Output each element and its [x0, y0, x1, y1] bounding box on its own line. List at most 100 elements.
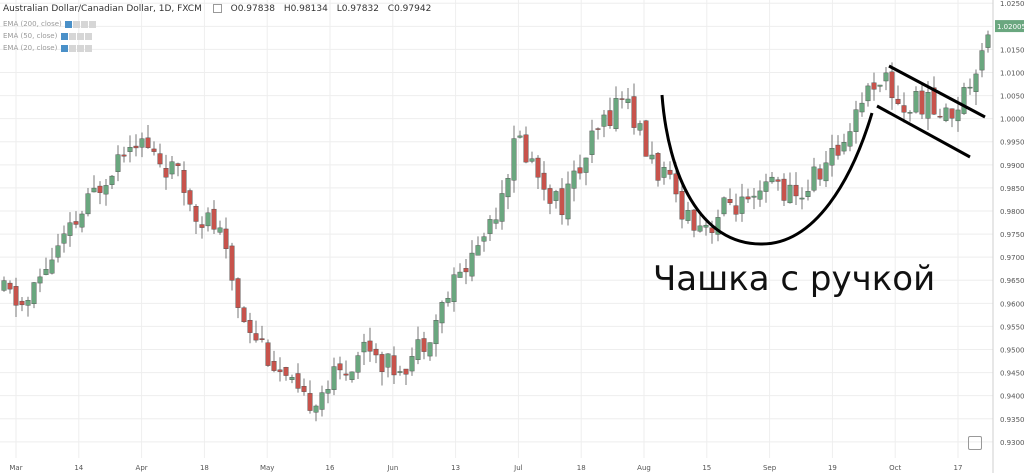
candle-up	[715, 217, 721, 235]
candle-up	[877, 84, 883, 87]
more-icon[interactable]	[84, 32, 92, 40]
candle-up	[505, 178, 511, 198]
candle-up	[511, 138, 517, 181]
candle-down	[253, 333, 259, 341]
candle-down	[919, 90, 925, 115]
candle-up	[601, 114, 607, 127]
candle-down	[775, 179, 781, 182]
close-icon[interactable]	[81, 20, 89, 28]
candle-up	[25, 300, 31, 306]
candle-up	[475, 245, 481, 256]
candle-down	[241, 307, 247, 323]
candle-up	[847, 131, 853, 147]
close-icon[interactable]	[76, 32, 84, 40]
candle-up	[853, 109, 859, 132]
candle-up	[859, 102, 865, 113]
candle-down	[547, 188, 553, 204]
settings-icon[interactable]	[73, 20, 81, 28]
candle-down	[97, 185, 103, 193]
candle-down	[235, 278, 241, 308]
candle-up	[217, 227, 223, 233]
candle-up	[973, 73, 979, 92]
candle-down	[211, 208, 217, 230]
candle-up	[649, 154, 655, 160]
candle-down	[691, 209, 697, 231]
candle-down	[343, 373, 349, 376]
candle-down	[259, 338, 265, 341]
candle-up	[43, 269, 49, 275]
candle-up	[67, 222, 73, 236]
candle-down	[367, 340, 373, 352]
candle-down	[817, 168, 823, 180]
candle-down	[379, 354, 385, 373]
candle-up	[697, 225, 703, 232]
x-tick-label: 18	[577, 464, 586, 472]
y-tick-label: 1.02500	[1000, 0, 1024, 8]
indicator-ema-200[interactable]: EMA (200, close)	[3, 20, 97, 28]
candle-down	[193, 206, 199, 222]
candle-up	[829, 148, 835, 166]
eye-icon[interactable]	[60, 32, 68, 40]
eye-icon[interactable]	[60, 44, 68, 52]
candle-down	[535, 157, 541, 178]
candle-up	[613, 98, 619, 130]
candle-up	[625, 98, 631, 103]
candle-down	[523, 134, 529, 163]
candle-down	[901, 105, 907, 113]
indicator-ema-20[interactable]: EMA (20, close)	[3, 44, 92, 52]
scale-settings-button[interactable]	[968, 436, 982, 450]
candle-down	[121, 154, 127, 157]
candle-up	[361, 341, 367, 353]
candle-down	[667, 169, 673, 175]
candle-down	[673, 173, 679, 195]
candle-up	[481, 236, 487, 242]
x-tick-label: Oct	[889, 464, 901, 472]
candle-up	[109, 175, 115, 185]
candle-up	[313, 405, 319, 413]
y-tick-label: 1.00500	[1000, 93, 1024, 101]
candle-up	[325, 389, 331, 394]
candle-up	[409, 356, 415, 372]
candle-down	[223, 228, 229, 249]
open-value: O0.97838	[230, 4, 275, 14]
more-icon[interactable]	[84, 44, 92, 52]
candle-down	[607, 110, 613, 126]
settings-icon[interactable]	[68, 44, 76, 52]
candle-down	[283, 367, 289, 376]
close-icon[interactable]	[76, 44, 84, 52]
candle-up	[769, 176, 775, 183]
x-tick-label: 13	[451, 464, 460, 472]
candle-up	[355, 355, 361, 373]
settings-icon[interactable]	[212, 4, 222, 13]
settings-icon[interactable]	[68, 32, 76, 40]
candle-up	[331, 366, 337, 390]
candle-up	[31, 282, 37, 305]
candle-up	[757, 190, 763, 200]
candle-up	[139, 138, 145, 148]
indicator-ema-50[interactable]: EMA (50, close)	[3, 32, 92, 40]
eye-icon[interactable]	[65, 20, 73, 28]
candle-up	[751, 195, 757, 198]
candle-up	[445, 297, 451, 303]
candle-down	[835, 144, 841, 156]
candle-up	[703, 224, 709, 228]
y-tick-label: 0.93000	[1000, 439, 1024, 447]
x-tick-label: Jul	[513, 464, 523, 472]
x-tick-label: 19	[828, 464, 837, 472]
candle-up	[811, 166, 817, 191]
indicator-label: EMA (20, close)	[3, 44, 58, 52]
candle-down	[145, 137, 151, 148]
candle-down	[199, 224, 205, 228]
candle-up	[49, 259, 55, 274]
candle-up	[961, 87, 967, 114]
candle-up	[493, 219, 499, 224]
x-tick-label: Apr	[136, 464, 148, 472]
candle-down	[337, 363, 343, 371]
candle-up	[469, 252, 475, 277]
more-icon[interactable]	[89, 20, 97, 28]
